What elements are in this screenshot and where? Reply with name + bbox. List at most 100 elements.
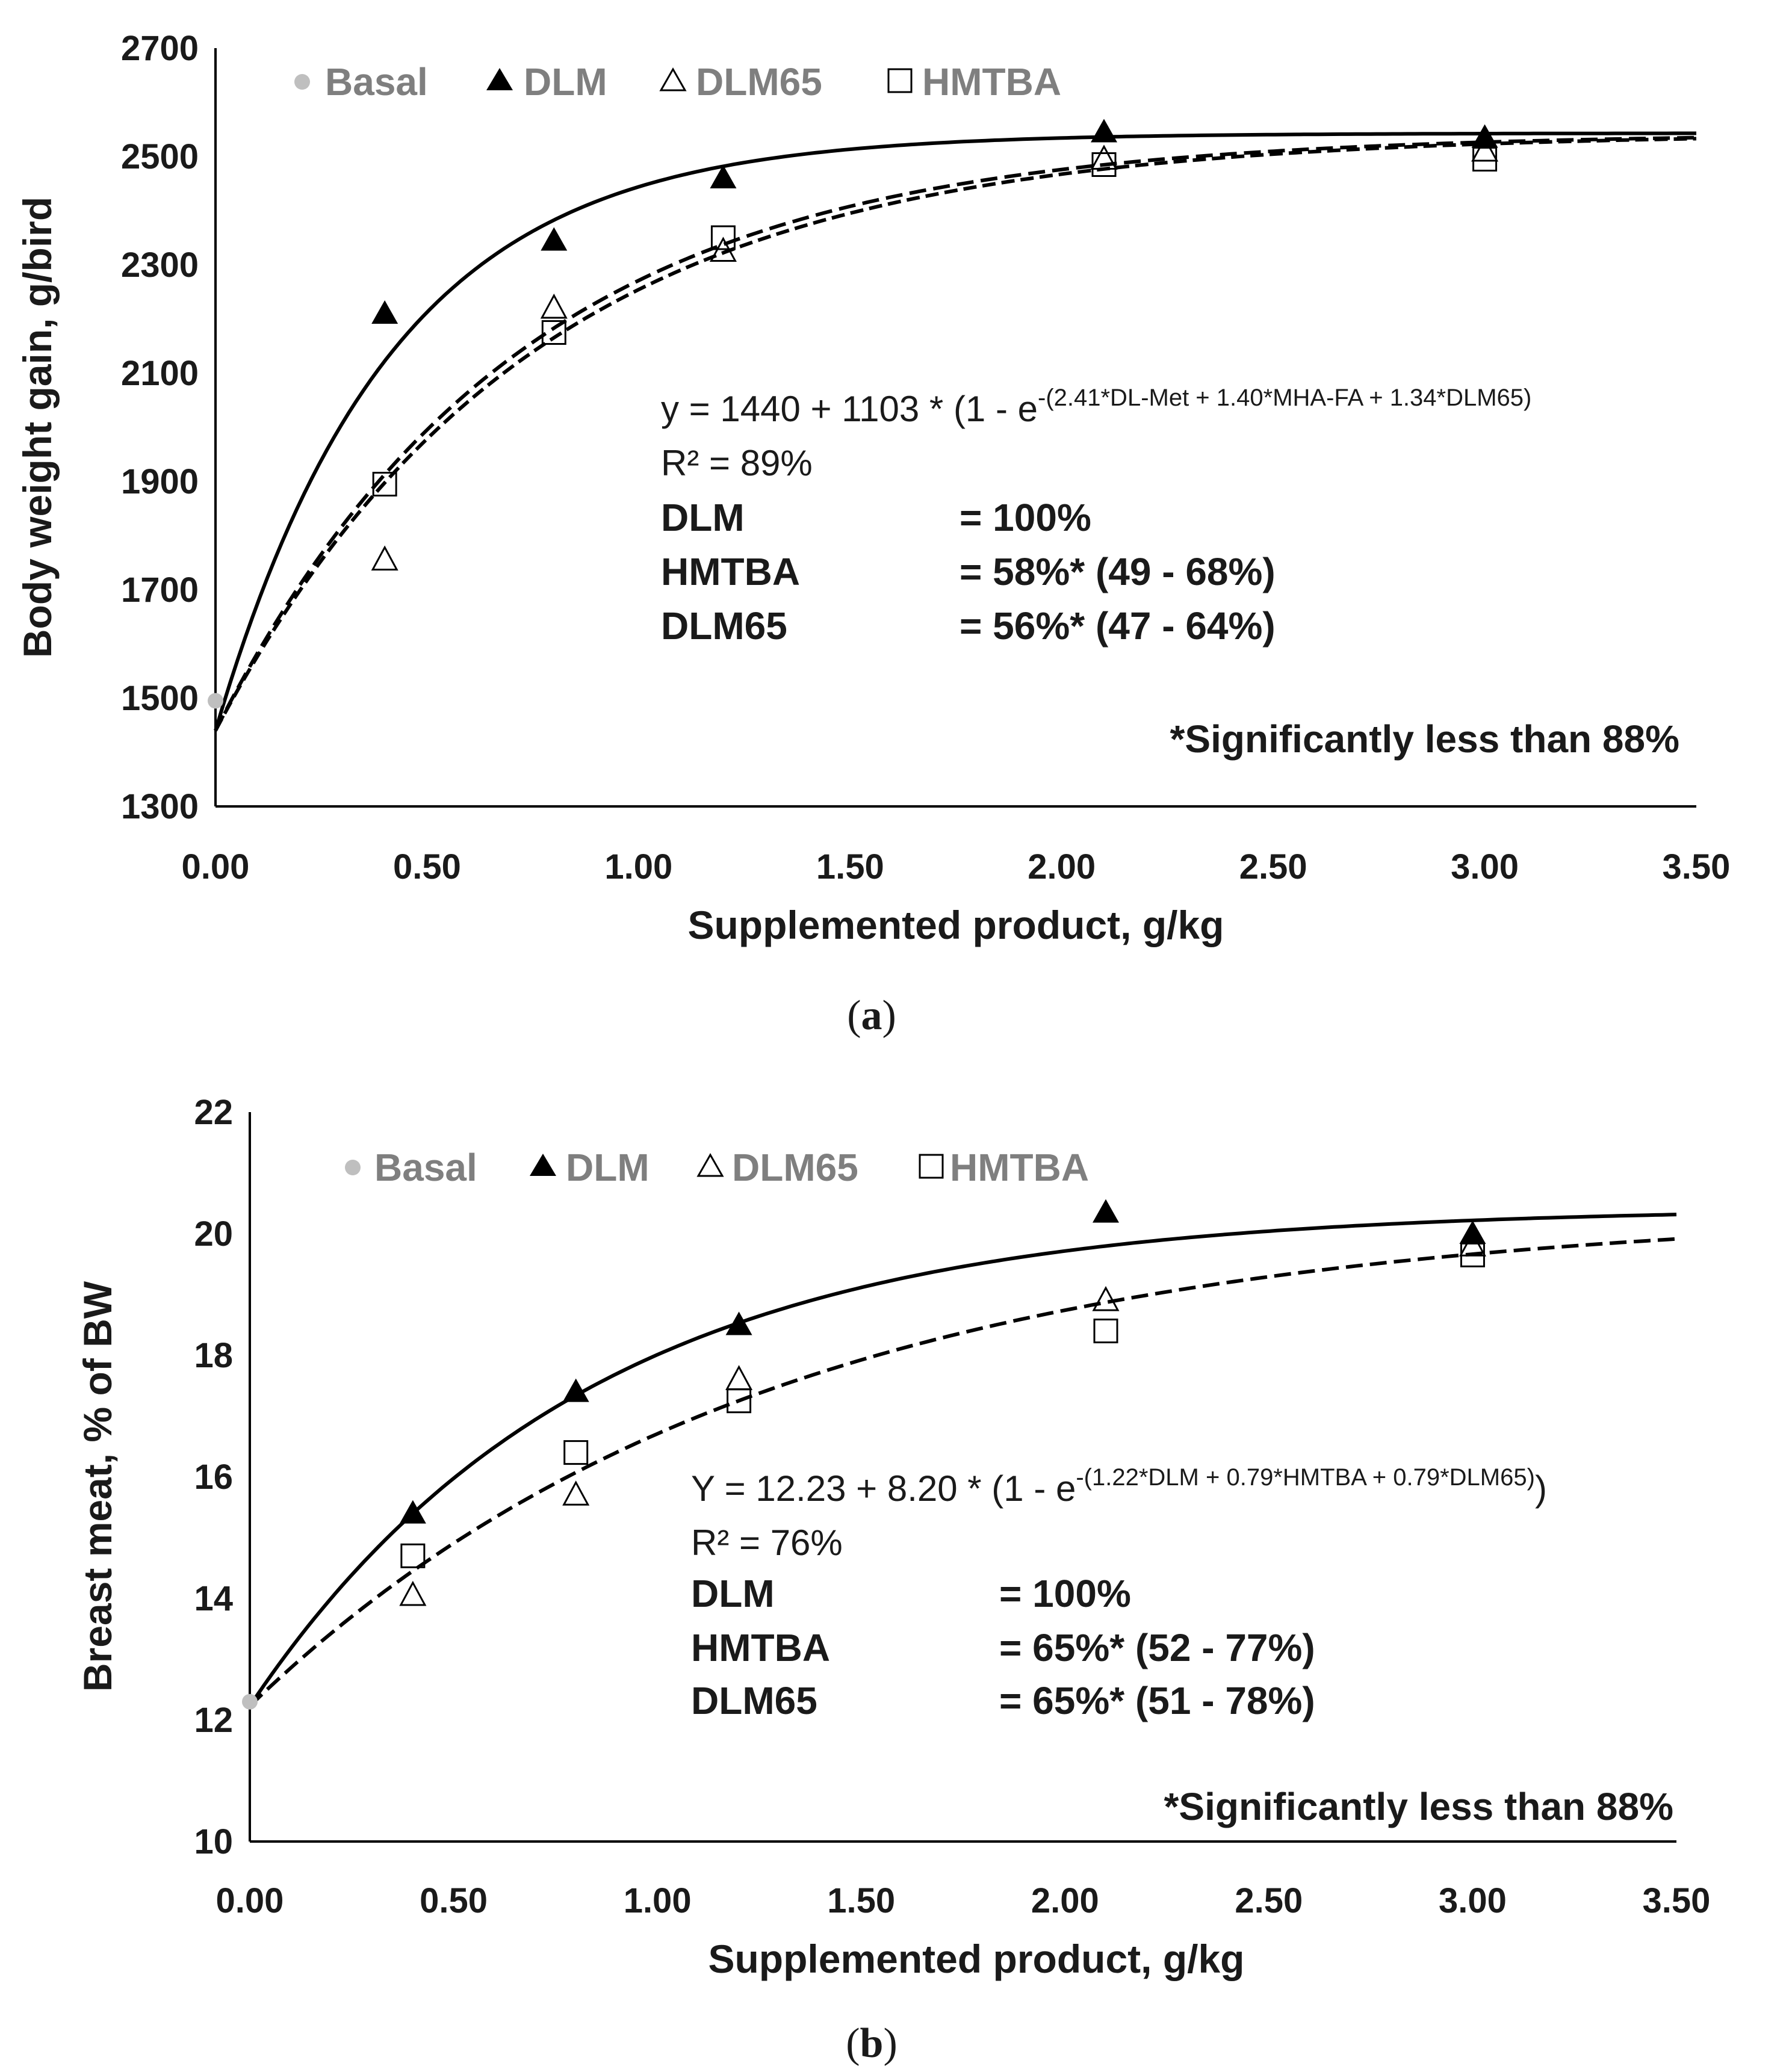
data-point-dlm65 [371,545,398,571]
panel-b-data-points [242,1199,1486,1710]
y-tick-label: 2500 [121,137,199,176]
panel-a-caption-letter: a [861,992,882,1039]
y-tick-label: 12 [194,1701,233,1740]
data-point-dlm65 [725,1365,753,1390]
panel-a-significance-note: *Significantly less than 88% [1170,717,1680,761]
legend-dlm65-marker [659,67,687,91]
panel-a-equation-main: y = 1440 + 1103 * (1 - e [661,389,1038,429]
data-point-hmtba [710,225,736,250]
legend-hmtba-label: HMTBA [922,60,1061,104]
legend-dlm65-label: DLM65 [696,60,822,104]
data-point-basal [242,1693,258,1710]
panel-a-legend: Basal DLM DLM65 HMTBA [294,60,1061,104]
panel-b-equation: Y = 12.23 + 8.20 * (1 - e-(1.22*DLM + 0.… [691,1464,1547,1509]
y-tick-label: 16 [194,1458,233,1497]
panel-a-equation-exponent: -(2.41*DL-Met + 1.40*MHA-FA + 1.34*DLM65… [1038,385,1531,411]
panel-b-equation-main: Y = 12.23 + 8.20 * (1 - e [691,1468,1076,1509]
x-tick-label: 1.50 [827,1881,895,1920]
legend-dlm-marker [486,68,513,90]
panel-a-equation: y = 1440 + 1103 * (1 - e-(2.41*DL-Met + … [661,385,1531,429]
panel-a-r-squared: R² = 89% [661,443,813,483]
x-tick-label: 3.00 [1451,847,1519,886]
x-tick-label: 0.50 [420,1881,488,1920]
x-tick-label: 3.00 [1439,1881,1507,1920]
panel-b-efficacy-hmtba-value: = 65%* (52 - 77%) [999,1626,1315,1669]
x-tick-label: 1.00 [604,847,672,886]
y-tick-label: 2700 [121,29,199,68]
data-point-dlm [1091,119,1117,143]
legend-basal-marker [345,1160,361,1175]
panel-a-y-axis-label: Body weight gain, g/bird [15,197,60,658]
x-tick-label: 1.00 [624,1881,692,1920]
panel-a-x-axis-label: Supplemented product, g/kg [687,903,1224,947]
panel-b-caption-close: ) [883,2020,897,2067]
data-point-hmtba [541,320,566,345]
data-point-hmtba [1460,1242,1485,1267]
panel-b-significance-note: *Significantly less than 88% [1164,1785,1674,1828]
legend-dlm65-marker [696,1152,724,1177]
panel-b-efficacy-dlm-value: = 100% [999,1572,1131,1615]
data-point-hmtba [372,472,397,496]
panel-b-efficacy-dlm-name: DLM [691,1572,775,1615]
data-point-dlm [371,300,398,324]
panel-b-equation-tail: ) [1535,1468,1547,1509]
data-point-dlm65 [1090,144,1118,170]
y-tick-label: 22 [194,1093,233,1132]
data-point-dlm65 [399,1580,427,1606]
panel-a-efficacy-dlm-name: DLM [661,496,745,539]
panel-b-equation-block: Y = 12.23 + 8.20 * (1 - e-(1.22*DLM + 0.… [691,1464,1673,1828]
panel-a-equation-block: y = 1440 + 1103 * (1 - e-(2.41*DL-Met + … [661,385,1679,761]
x-tick-label: 0.50 [393,847,461,886]
fit-curve-hmtba-dlm65-fit [248,1237,1677,1707]
y-tick-label: 1300 [121,787,199,826]
legend-hmtba-marker [919,1154,944,1179]
panel-b-fit-curves [248,1213,1677,1707]
panel-b-x-tick-labels: 0.00 0.50 1.00 1.50 2.00 2.50 3.00 3.50 [216,1881,1711,1920]
data-point-dlm [725,1311,752,1335]
data-point-dlm [541,227,568,251]
data-point-hmtba [1091,152,1117,177]
data-point-dlm65 [1471,136,1499,162]
y-tick-label: 18 [194,1336,233,1375]
panel-a-y-tick-labels: 1300 1500 1700 1900 2100 2300 2500 2700 [121,29,199,826]
data-point-dlm65 [562,1480,590,1506]
x-tick-label: 1.50 [816,847,884,886]
data-point-dlm [710,165,737,188]
legend-basal-label: Basal [374,1146,477,1189]
panel-b-equation-exponent: -(1.22*DLM + 0.79*HMTBA + 0.79*DLM65) [1076,1464,1535,1491]
data-point-dlm [399,1500,426,1524]
panel-a-efficacy-hmtba-name: HMTBA [661,550,800,593]
panel-b-legend: Basal DLM DLM65 HMTBA [345,1146,1089,1189]
x-tick-label: 3.50 [1643,1881,1711,1920]
x-tick-label: 2.50 [1235,1881,1303,1920]
y-tick-label: 1700 [121,571,199,610]
data-point-basal [208,693,223,709]
x-tick-label: 2.50 [1239,847,1307,886]
x-tick-label: 2.00 [1028,847,1096,886]
legend-basal-marker [294,74,310,90]
y-tick-label: 14 [194,1579,233,1618]
y-tick-label: 2100 [121,354,199,393]
panel-a-efficacy-hmtba-value: = 58%* (49 - 68%) [960,550,1276,593]
data-point-hmtba [400,1543,426,1568]
data-point-dlm [1093,1199,1119,1223]
panel-b-caption: (b) [846,2020,898,2067]
legend-dlm65-label: DLM65 [732,1146,858,1189]
legend-dlm-label: DLM [524,60,607,104]
panel-b-caption-letter: b [860,2020,884,2067]
data-point-dlm [562,1378,589,1402]
y-tick-label: 1500 [121,679,199,718]
data-point-hmtba [1093,1319,1118,1344]
panel-a-caption: (a) [847,992,896,1039]
x-tick-label: 3.50 [1663,847,1731,886]
panel-a-x-tick-labels: 0.00 0.50 1.00 1.50 2.00 2.50 3.00 3.50 [182,847,1731,886]
panel-a-efficacy-dlm-value: = 100% [960,496,1091,539]
data-point-hmtba [1472,147,1498,172]
panel-b-y-axis-label: Breast meat, % of BW [75,1281,120,1692]
y-tick-label: 1900 [121,462,199,501]
fit-curve-hmtba-fit [214,135,1697,732]
y-tick-label: 20 [194,1214,233,1254]
x-tick-label: 0.00 [216,1881,284,1920]
panel-b: 10 12 14 16 18 20 22 0.00 0.50 1.00 1.50 2.00 2.50 3… [75,1093,1710,2067]
